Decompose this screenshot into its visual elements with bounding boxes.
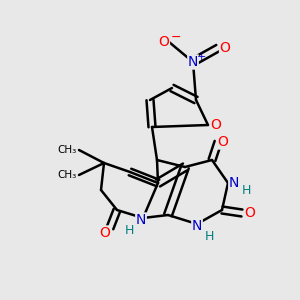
Text: CH₃: CH₃ [58,170,77,180]
Text: O: O [244,206,255,220]
Text: O: O [159,35,170,49]
Text: O: O [220,41,230,55]
Text: O: O [218,135,228,149]
Text: −: − [171,31,181,44]
Text: H: H [124,224,134,236]
Text: O: O [211,118,221,132]
Text: H: H [204,230,214,242]
Text: H: H [241,184,251,196]
Text: +: + [196,52,206,62]
Text: N: N [136,213,146,227]
Text: N: N [229,176,239,190]
Text: O: O [100,226,110,240]
Text: CH₃: CH₃ [58,145,77,155]
Text: N: N [188,55,198,69]
Text: N: N [192,219,202,233]
